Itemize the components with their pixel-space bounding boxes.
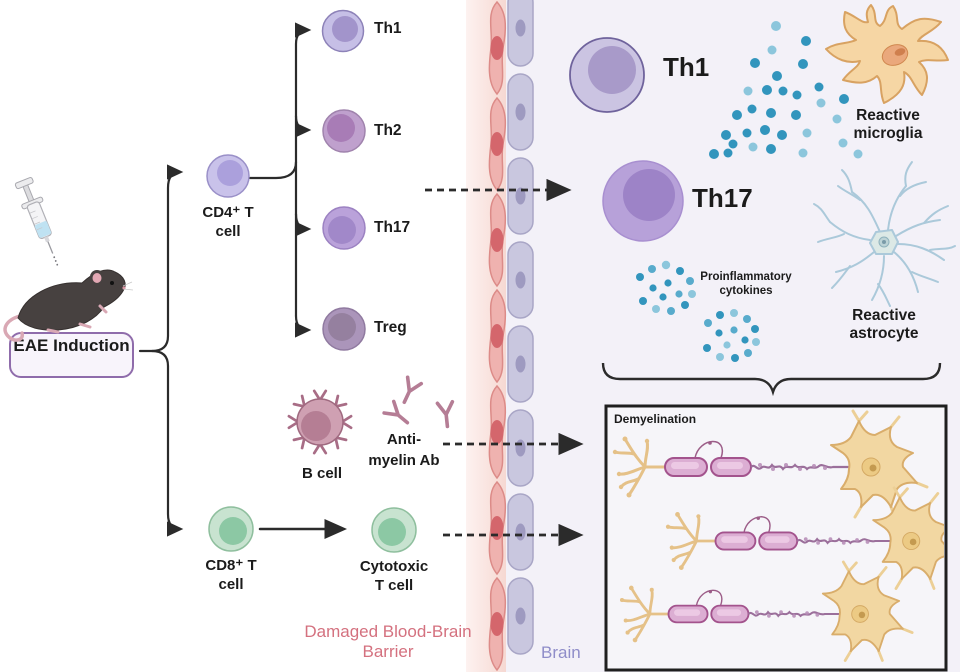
syringe-icon [14,177,59,266]
reactive-astrocyte-label: Reactive astrocyte [849,307,919,342]
reactive-microglia-label: Reactive microglia [853,107,923,142]
th17-label: Th17 [374,219,411,236]
th17-large-label: Th17 [692,183,753,213]
th1-cell-icon [321,9,365,53]
b-cell-icon [287,389,353,455]
anti-myelin-antibody-icons [382,375,457,431]
proinflammatory-cytokines-label: Proinflammatory cytokines [700,271,792,297]
cytotoxic-t-cell-icon [371,507,417,553]
eae-box-line2: Induction [53,336,130,355]
treg-label: Treg [374,319,407,336]
brain-label: Brain [541,643,581,662]
damaged-bbb-band [466,0,506,672]
eae-box-line1: EAE [13,336,49,355]
cd4-t-cell-icon [206,154,250,198]
demyelination-label: Demyelination [614,412,697,426]
th1-large-label: Th1 [663,52,710,82]
mouse-icon [3,269,134,342]
b-cell-label: B cell [301,465,343,482]
th1-label: Th1 [374,20,402,37]
th2-cell-icon [322,109,366,153]
eae-induction-box: EAE Induction [9,332,134,378]
damaged-bbb-label: Damaged Blood-Brain Barrier [304,622,472,661]
cytotoxic-t-cell-label: Cytotoxic T cell [359,558,429,594]
treg-cell-icon [322,307,366,351]
th17-cell-icon [322,206,366,250]
cd8-t-cell-icon [208,506,254,552]
anti-myelin-ab-label: Anti-myelin Ab [368,431,440,469]
th2-label: Th2 [374,122,402,139]
branch-connectors [138,22,347,539]
